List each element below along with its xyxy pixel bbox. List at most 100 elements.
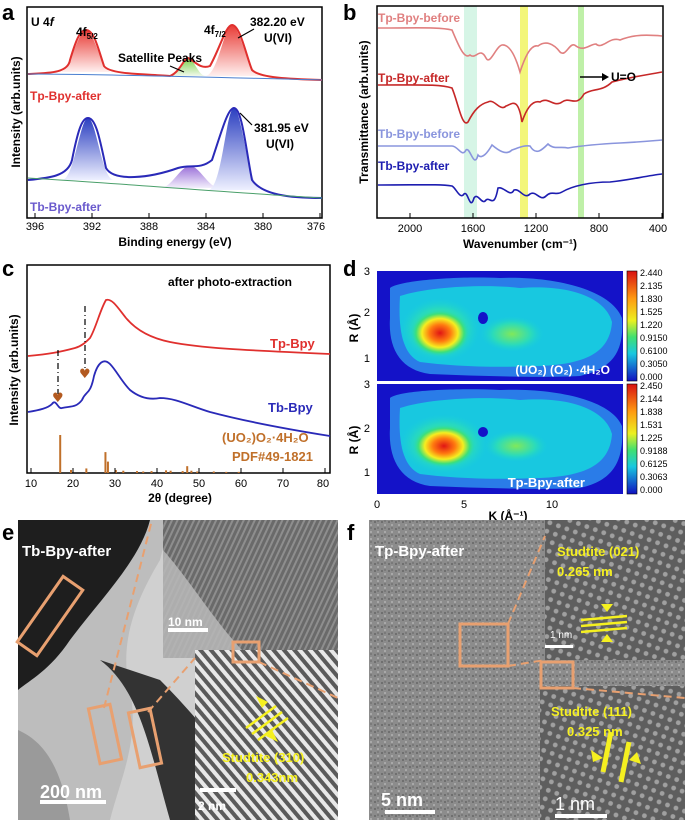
band-1570 — [464, 6, 477, 218]
svg-text:3: 3 — [364, 379, 370, 391]
svg-text:80: 80 — [317, 478, 329, 490]
colorbar-top-ticks: 2.440 2.135 1.830 1.525 1.220 0.9150 0.6… — [640, 268, 668, 382]
energy-label-bottom: 381.95 eV — [254, 121, 309, 135]
svg-text:2.135: 2.135 — [640, 281, 663, 291]
svg-text:2.144: 2.144 — [640, 394, 663, 404]
svg-text:0.000: 0.000 — [640, 485, 663, 495]
baseline-a-bottom — [27, 177, 323, 199]
svg-text:1.838: 1.838 — [640, 407, 663, 417]
panel-b-ftir: b Tp-Bpy-before Tp-Bpy-after Tb-Bpy-befo… — [343, 0, 667, 251]
series-label-a-top: Tp-Bpy-after — [30, 89, 102, 103]
panel-e-tem: Tb-Bpy-after 200 nm 10 nm 2 nm Studtite … — [0, 520, 345, 820]
x-ticks-b: 2000 1600 1200 800 400 — [398, 213, 667, 235]
spacing-label-f-1: 0.265 nm — [557, 564, 613, 579]
peak-fill-a-top-1 — [60, 30, 112, 72]
scale-bar-e-main — [40, 800, 106, 804]
inset-f-2 — [540, 686, 685, 820]
colorbar-bottom — [626, 383, 638, 495]
svg-text:0: 0 — [374, 499, 380, 511]
svg-text:30: 30 — [109, 478, 121, 490]
scale-label-e-main: 200 nm — [40, 782, 102, 802]
ref-sticks-c — [59, 435, 240, 473]
y-axis-label-b: Transmittance (arb.units) — [357, 40, 371, 183]
series-label-b-4: Tb-Bpy-after — [378, 159, 450, 173]
series-line-c-tp — [27, 298, 331, 357]
panel-label-b: b — [343, 0, 356, 25]
svg-text:10: 10 — [546, 499, 558, 511]
svg-text:1200: 1200 — [524, 223, 548, 235]
phase-label-e: Studtite (310) — [222, 750, 304, 765]
energy-label-top: 382.20 eV — [250, 15, 305, 29]
series-label-b-2: Tp-Bpy-after — [378, 71, 450, 85]
panel-d-wt-exafs: d (UO₂) (O₂) ·4H₂O 2.440 2.135 1.830 1.5… — [343, 258, 668, 520]
peak-fill-a-bot-1 — [62, 118, 114, 180]
x-ticks-c: 10 20 30 40 50 60 70 80 — [25, 468, 329, 490]
svg-text:1.531: 1.531 — [640, 420, 663, 430]
panel-label-d: d — [343, 258, 356, 281]
heatmap-bottom-hotspot — [412, 424, 476, 468]
svg-text:70: 70 — [277, 478, 289, 490]
band-920 — [578, 6, 584, 218]
svg-text:1.525: 1.525 — [640, 307, 663, 317]
heart-icon: ♥ — [52, 391, 64, 406]
scale-bar-f-inset2 — [555, 814, 607, 818]
svg-text:5: 5 — [461, 499, 467, 511]
panel-c-title: after photo-extraction — [168, 275, 292, 289]
panel-e-title: Tb-Bpy-after — [22, 543, 111, 560]
svg-text:2: 2 — [364, 307, 370, 319]
band-1255 — [520, 6, 528, 218]
series-label-c-tp: Tp-Bpy — [270, 336, 316, 351]
series-label-a-bottom: Tb-Bpy-after — [30, 200, 102, 214]
svg-text:384: 384 — [197, 221, 215, 233]
roi-box-e-3 — [126, 706, 164, 770]
state-label-bottom: U(VI) — [266, 137, 294, 151]
roi-box-f-2 — [539, 660, 575, 690]
heatmap-bottom-side — [484, 430, 548, 462]
roi-box-e-1 — [15, 574, 85, 658]
svg-text:0.000: 0.000 — [640, 372, 663, 382]
panel-label-a: a — [2, 0, 15, 25]
panel-f-title: Tp-Bpy-after — [375, 543, 464, 560]
scale-label-f-main: 5 nm — [381, 790, 423, 810]
series-line-b-tb-after — [377, 173, 663, 204]
plot-frame-b — [376, 5, 664, 219]
svg-text:1: 1 — [364, 353, 370, 365]
series-line-b-tb-before — [378, 139, 663, 161]
y-axis-label-c: Intensity (arb.units) — [7, 314, 21, 425]
x-axis-label-b: Wavenumber (cm⁻¹) — [463, 237, 577, 251]
phase-label-f-1: Studtite (021) — [557, 544, 639, 559]
scale-bar-f-inset1 — [545, 645, 573, 648]
svg-text:20: 20 — [67, 478, 79, 490]
ref-label-1: (UO₂)O₂·4H₂O — [222, 430, 309, 445]
inset-f-1 — [545, 520, 685, 660]
series-line-b-tp-before — [377, 27, 663, 75]
phase-label-f-2: Studtite (111) — [551, 704, 632, 719]
panel-label-f: f — [347, 520, 355, 545]
scale-bar-f-main — [385, 810, 435, 814]
x-ticks-d: 0 5 10 — [374, 499, 558, 511]
spacing-label-e: 0.343nm — [246, 770, 298, 785]
svg-text:396: 396 — [26, 221, 44, 233]
roi-box-e-4 — [231, 640, 261, 664]
svg-text:0.3050: 0.3050 — [640, 359, 668, 369]
y-ticks-d: 3 2 1 3 2 1 — [364, 266, 370, 479]
series-line-b-tp-after — [377, 71, 663, 124]
svg-text:1.830: 1.830 — [640, 294, 663, 304]
svg-text:40: 40 — [151, 478, 163, 490]
ref-label-2: PDF#49-1821 — [232, 449, 313, 464]
svg-text:1: 1 — [364, 467, 370, 479]
heatmap-top-side — [480, 316, 544, 352]
map-label-top: (UO₂) (O₂) ·4H₂O — [515, 363, 610, 377]
series-line-a-bottom — [27, 106, 323, 199]
svg-text:380: 380 — [254, 221, 272, 233]
spacing-label-f-2: 0.325 nm — [567, 724, 623, 739]
svg-text:392: 392 — [83, 221, 101, 233]
peak-fill-a-top-2 — [205, 25, 262, 76]
panel-label-e: e — [2, 520, 15, 545]
peak-fill-a-bot-2 — [208, 108, 262, 190]
panel-label-c: c — [2, 258, 14, 281]
series-label-b-3: Tb-Bpy-before — [378, 127, 460, 141]
heatmap-bottom-hole — [478, 427, 488, 437]
y-axis-label-a: Intensity (arb.units) — [9, 56, 23, 167]
heatmap-top-hole — [478, 312, 488, 324]
